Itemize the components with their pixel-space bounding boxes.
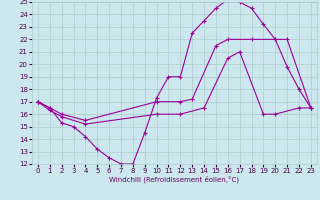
X-axis label: Windchill (Refroidissement éolien,°C): Windchill (Refroidissement éolien,°C): [109, 176, 239, 183]
